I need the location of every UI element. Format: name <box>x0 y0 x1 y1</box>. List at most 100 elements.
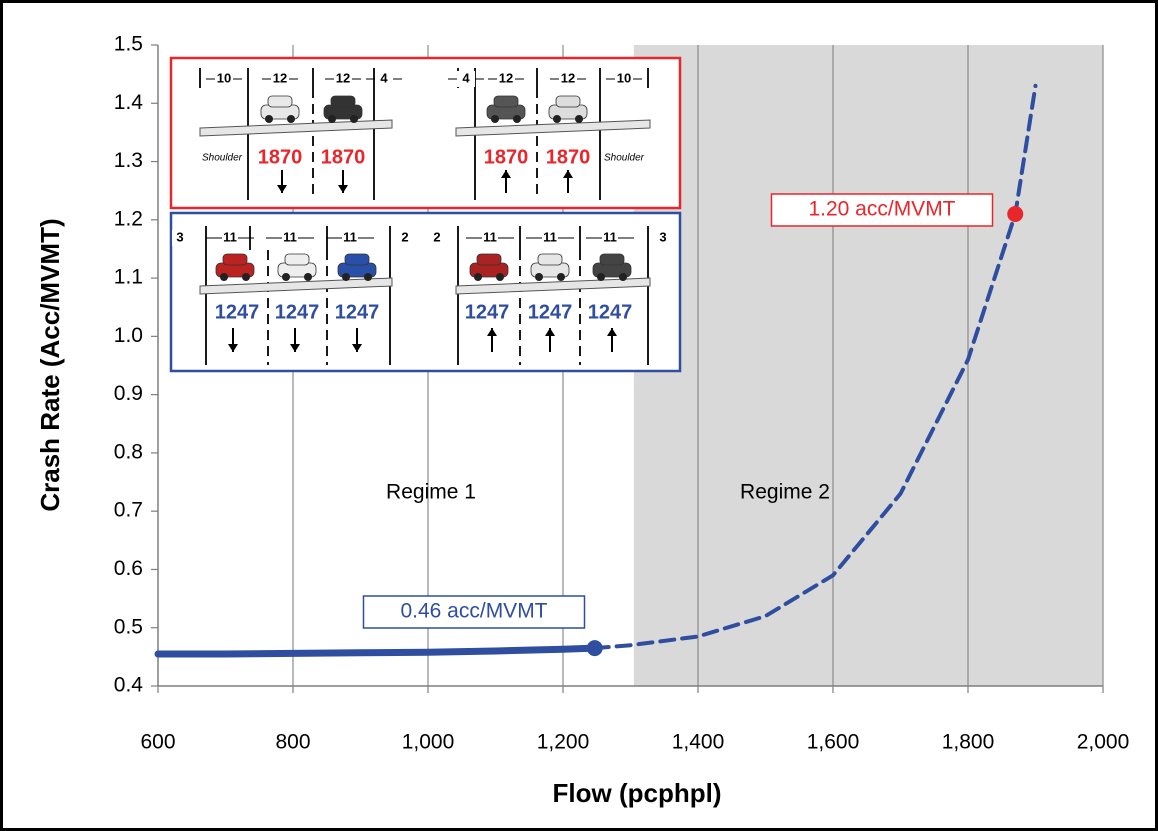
arrow-head <box>290 344 300 352</box>
wheel <box>364 273 372 281</box>
arrow-head <box>501 170 511 178</box>
wheel <box>282 273 290 281</box>
arrow-head <box>607 328 617 336</box>
y-tick-label: 0.8 <box>114 440 143 463</box>
y-tick-label: 1.3 <box>114 149 143 172</box>
lane-volume: 1247 <box>465 301 510 323</box>
lane-width: 4 <box>380 70 388 85</box>
lane-width: 4 <box>462 70 470 85</box>
wheel <box>491 115 499 123</box>
arrow-head <box>338 185 348 193</box>
lane-width: 12 <box>499 70 513 85</box>
car <box>469 253 509 281</box>
wheel <box>597 273 605 281</box>
lane-volume: 1870 <box>321 146 366 168</box>
dim-bg <box>375 71 393 87</box>
wheel <box>535 273 543 281</box>
lane-volume: 1870 <box>258 146 303 168</box>
dim-bg <box>602 230 618 246</box>
car-roof <box>476 253 502 266</box>
lane-width: 11 <box>543 229 557 244</box>
dim-bg <box>282 230 298 246</box>
y-tick-label: 0.7 <box>114 499 143 522</box>
car-roof <box>537 253 563 266</box>
road <box>455 277 651 295</box>
x-tick-label: 800 <box>275 731 310 754</box>
car <box>486 95 526 123</box>
car <box>337 253 377 281</box>
x-tick-label: 1,000 <box>402 731 455 754</box>
lane-width: 11 <box>483 229 497 244</box>
lane-width: 2 <box>401 229 408 244</box>
arrow-head <box>563 170 573 178</box>
dim-bg <box>655 230 671 246</box>
point <box>586 640 603 657</box>
lane-volume: 1247 <box>528 301 573 323</box>
lane-width: 11 <box>343 229 357 244</box>
x-tick-label: 1,800 <box>942 731 995 754</box>
x-tick-label: 600 <box>140 731 175 754</box>
wheel <box>328 115 336 123</box>
dim-bg <box>615 71 633 87</box>
wheel <box>496 273 504 281</box>
car <box>323 95 363 123</box>
lane-volume: 1247 <box>335 301 380 323</box>
annotation: 0.46 acc/MVMT <box>400 600 547 623</box>
wheel <box>304 273 312 281</box>
arrow-head <box>277 185 287 193</box>
line <box>154 644 599 658</box>
lane-width: 12 <box>336 70 350 85</box>
car-roof <box>555 95 581 108</box>
car-roof <box>599 253 625 266</box>
y-tick-label: 0.5 <box>114 615 143 638</box>
y-tick-label: 1.2 <box>114 207 143 230</box>
lane-diagram: 10 12 12 4 4 12 12 10 1870 1870 1870 1870 Shoulder Sh… <box>169 56 682 373</box>
shoulder-label: Shoulder <box>202 153 243 164</box>
car-roof <box>222 253 248 266</box>
dim-bg <box>222 230 238 246</box>
annotation-box <box>770 193 994 227</box>
lane-width: 3 <box>659 229 666 244</box>
y-tick-label: 0.6 <box>114 557 143 580</box>
lane-width: 2 <box>433 229 440 244</box>
car <box>277 253 317 281</box>
wheel <box>474 273 482 281</box>
wheel <box>342 273 350 281</box>
wheel <box>553 115 561 123</box>
lane-width: 11 <box>283 229 297 244</box>
y-axis-title: Crash Rate (Acc/MVMT) <box>35 218 65 511</box>
x-axis-title: Flow (pcphpl) <box>553 778 722 808</box>
car <box>530 253 570 281</box>
dim-bg <box>397 230 413 246</box>
arrow-head <box>228 344 238 352</box>
wheel <box>220 273 228 281</box>
dim-bg <box>215 71 233 87</box>
line <box>592 83 1038 651</box>
dim-bg <box>334 71 352 87</box>
lane-width: 12 <box>561 70 575 85</box>
car <box>592 253 632 281</box>
lane-width: 10 <box>217 70 231 85</box>
lane-volume: 1870 <box>484 146 529 168</box>
y-tick-label: 1.5 <box>114 33 143 56</box>
car-roof <box>267 95 293 108</box>
wheel <box>557 273 565 281</box>
dim-bg <box>429 230 445 246</box>
car-roof <box>493 95 519 108</box>
plot-area: 600 800 1,000 1,200 1,400 1,600 1,800 2,000 0.4 0… <box>114 33 1129 754</box>
arrow-head <box>545 328 555 336</box>
arrow-head <box>487 328 497 336</box>
car-roof <box>284 253 310 266</box>
road <box>199 119 393 137</box>
dim-bg <box>497 71 515 87</box>
y-tick-label: 0.4 <box>114 674 144 697</box>
dim-bg <box>271 71 289 87</box>
wheel <box>575 115 583 123</box>
lane-volume: 1247 <box>588 301 633 323</box>
car <box>548 95 588 123</box>
annotation-box <box>362 595 586 629</box>
car <box>260 95 300 123</box>
car-roof <box>344 253 370 266</box>
lane-width: 3 <box>176 229 183 244</box>
